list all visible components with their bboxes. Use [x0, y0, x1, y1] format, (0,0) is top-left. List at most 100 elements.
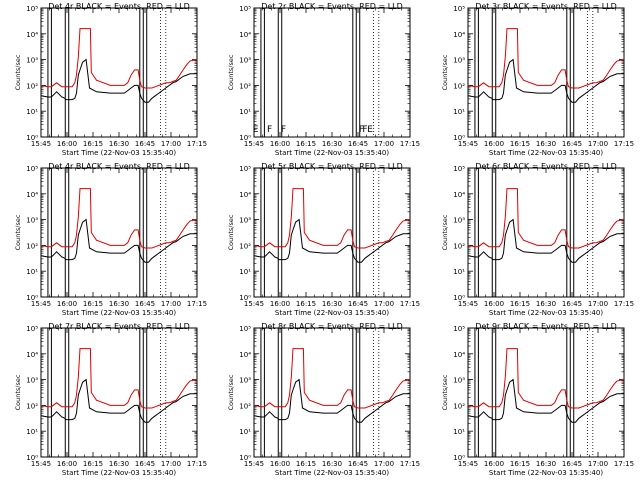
x-tick-label: 17:15	[614, 140, 634, 148]
y-tick-label: 10²	[26, 242, 38, 250]
y-tick-label: 10⁵	[240, 165, 252, 173]
x-tick-label: 16:15	[296, 300, 316, 308]
y-tick-label: 10⁰	[240, 134, 252, 142]
events-series-line	[254, 218, 411, 263]
y-tick-label: 10⁴	[26, 351, 38, 359]
x-tick-label: 16:15	[296, 140, 316, 148]
x-tick-label: 16:45	[562, 140, 582, 148]
y-tick-label: 10⁰	[26, 454, 38, 462]
x-axis-label: Start Time (22-Nov-03 15:35:40)	[489, 469, 603, 477]
y-tick-label: 10³	[26, 57, 38, 65]
detector-chart: 10⁰ 10¹ 10² 10³ 10⁴ 10⁵ 15:45 16:00 16:15 16:30 16…	[14, 2, 207, 157]
x-tick-label: 17:15	[187, 300, 207, 308]
x-tick-label: 15:45	[31, 140, 51, 148]
lld-series-line	[467, 348, 624, 409]
events-series-line	[40, 218, 197, 263]
chart-title: Det 5r BLACK = Events, RED = LLD	[262, 162, 404, 171]
lld-series-line	[40, 188, 198, 249]
x-tick-label: 16:30	[109, 140, 129, 148]
x-tick-label: 16:45	[562, 460, 582, 468]
plot-frame	[40, 327, 198, 458]
x-axis-label: Start Time (22-Nov-03 15:35:40)	[275, 309, 389, 317]
lld-series-line	[467, 188, 624, 249]
y-tick-label: 10⁵	[26, 325, 38, 333]
y-tick-label: 10³	[453, 217, 465, 225]
plot-frame	[467, 327, 625, 458]
x-tick-label: 16:15	[296, 460, 316, 468]
y-tick-label: 10²	[26, 82, 38, 90]
lld-series-line	[40, 28, 198, 89]
x-axis-label: Start Time (22-Nov-03 15:35:40)	[275, 469, 389, 477]
y-tick-label: 10⁰	[26, 134, 38, 142]
y-tick-label: 10²	[26, 402, 38, 410]
x-tick-label: 17:15	[400, 140, 420, 148]
x-axis-label: Start Time (22-Nov-03 15:35:40)	[275, 149, 389, 157]
detector-chart: 10⁰ 10¹ 10² 10³ 10⁴ 10⁵ 15:45 16:00 16:15 16:30 16…	[14, 162, 207, 317]
y-tick-label: 10⁰	[240, 454, 252, 462]
detector-chart: 10⁰ 10¹ 10² 10³ 10⁴ 10⁵ 15:45 16:00 16:15 16:30 16…	[227, 162, 420, 317]
x-tick-label: 17:00	[161, 300, 181, 308]
y-axis-label: Counts/sec	[14, 54, 22, 90]
events-series-line	[40, 58, 197, 103]
x-tick-label: 16:00	[270, 300, 290, 308]
y-tick-label: 10¹	[453, 428, 465, 436]
x-tick-label: 16:15	[83, 460, 103, 468]
y-tick-label: 10¹	[26, 428, 38, 436]
detector-chart: 10⁰ 10¹ 10² 10³ 10⁴ 10⁵ 15:45 16:00 16:15 16:30 16…	[227, 322, 420, 477]
x-tick-label: 16:30	[109, 300, 129, 308]
detector-chart: 10⁰ 10¹ 10² 10³ 10⁴ 10⁵ 15:45 16:00 16:15 16:30 16…	[14, 322, 207, 477]
x-tick-label: 16:45	[135, 140, 155, 148]
chart-title: Det 3r BLACK = Events, RED = LLD	[475, 2, 617, 11]
x-tick-label: 16:30	[536, 300, 556, 308]
detector-panel: 10⁰ 10¹ 10² 10³ 10⁴ 10⁵ 15:45 16:00 16:15 16:30 16…	[213, 320, 426, 480]
x-tick-label: 16:30	[536, 460, 556, 468]
y-axis-label: Counts/sec	[14, 214, 22, 250]
x-tick-label: 17:00	[161, 140, 181, 148]
x-tick-label: 17:15	[614, 460, 634, 468]
x-tick-label: 16:45	[348, 300, 368, 308]
events-series-line	[467, 378, 624, 423]
x-tick-label: 17:00	[588, 460, 608, 468]
y-tick-label: 10⁴	[240, 351, 252, 359]
y-axis-label: Counts/sec	[227, 54, 235, 90]
lld-series-line	[40, 348, 198, 409]
detector-panel: 10⁰ 10¹ 10² 10³ 10⁴ 10⁵ 15:45 16:00 16:15 16:30 16…	[213, 160, 426, 320]
x-tick-label: 16:30	[536, 140, 556, 148]
y-tick-label: 10⁴	[453, 31, 465, 39]
y-tick-label: 10⁵	[453, 5, 465, 13]
y-tick-label: 10⁰	[26, 294, 38, 302]
y-tick-label: 10³	[453, 57, 465, 65]
y-tick-label: 10³	[26, 217, 38, 225]
x-tick-label: 16:15	[510, 300, 530, 308]
x-axis-label: Start Time (22-Nov-03 15:35:40)	[489, 309, 603, 317]
x-tick-label: 15:45	[244, 300, 264, 308]
detector-chart: 10⁰ 10¹ 10² 10³ 10⁴ 10⁵ 15:45 16:00 16:15 16:30 16…	[441, 322, 634, 477]
y-axis-label: Counts/sec	[227, 214, 235, 250]
flag-label: F	[359, 125, 364, 135]
plot-frame	[253, 7, 411, 138]
y-tick-label: 10⁴	[240, 31, 252, 39]
plot-frame	[40, 7, 198, 138]
flag-label: E	[368, 125, 374, 135]
lld-series-line	[467, 28, 624, 89]
y-axis-label: Counts/sec	[441, 54, 449, 90]
x-tick-label: 16:00	[57, 460, 77, 468]
x-tick-label: 16:15	[83, 140, 103, 148]
x-tick-label: 16:15	[510, 460, 530, 468]
y-tick-label: 10⁵	[240, 5, 252, 13]
x-tick-label: 17:00	[588, 140, 608, 148]
y-tick-label: 10⁵	[453, 325, 465, 333]
detector-panel: 10⁰ 10¹ 10² 10³ 10⁴ 10⁵ 15:45 16:00 16:15 16:30 16…	[0, 320, 213, 480]
x-tick-label: 16:45	[135, 460, 155, 468]
events-series-line	[40, 378, 197, 423]
y-tick-label: 10⁵	[26, 165, 38, 173]
x-tick-label: 16:45	[348, 140, 368, 148]
y-tick-label: 10⁰	[453, 134, 465, 142]
x-tick-label: 17:15	[187, 460, 207, 468]
x-axis-label: Start Time (22-Nov-03 15:35:40)	[489, 149, 603, 157]
x-tick-label: 15:45	[458, 460, 478, 468]
y-tick-label: 10¹	[453, 268, 465, 276]
y-axis-label: Counts/sec	[14, 374, 22, 410]
x-tick-label: 16:00	[484, 300, 504, 308]
